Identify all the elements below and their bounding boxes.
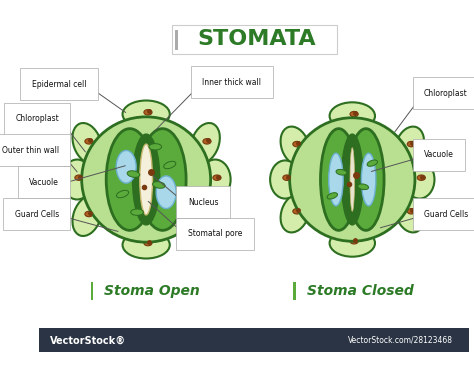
- Ellipse shape: [144, 110, 152, 115]
- Text: Epidermal cell: Epidermal cell: [32, 80, 86, 89]
- Ellipse shape: [328, 153, 343, 206]
- Ellipse shape: [358, 184, 369, 190]
- Ellipse shape: [329, 102, 375, 130]
- Text: Vacuole: Vacuole: [424, 151, 454, 159]
- Ellipse shape: [144, 240, 152, 246]
- Ellipse shape: [361, 153, 376, 206]
- Ellipse shape: [117, 190, 128, 198]
- Ellipse shape: [153, 182, 165, 188]
- Ellipse shape: [73, 123, 102, 163]
- Text: Nucleus: Nucleus: [188, 198, 219, 207]
- Bar: [175, 30, 178, 50]
- Ellipse shape: [367, 160, 377, 166]
- Ellipse shape: [407, 141, 415, 147]
- Ellipse shape: [82, 117, 210, 242]
- Ellipse shape: [270, 161, 300, 199]
- Ellipse shape: [203, 139, 211, 144]
- Ellipse shape: [85, 139, 93, 144]
- FancyBboxPatch shape: [172, 25, 337, 54]
- Ellipse shape: [395, 194, 424, 232]
- Ellipse shape: [203, 211, 211, 217]
- Ellipse shape: [123, 231, 170, 259]
- Ellipse shape: [290, 118, 415, 241]
- Text: Stoma Open: Stoma Open: [104, 284, 200, 298]
- Ellipse shape: [62, 159, 92, 200]
- Text: Stomatal pore: Stomatal pore: [188, 230, 242, 238]
- Text: VectorStock.com/28123468: VectorStock.com/28123468: [348, 336, 453, 345]
- Ellipse shape: [116, 151, 136, 183]
- Ellipse shape: [293, 141, 301, 147]
- Text: Chloroplast: Chloroplast: [15, 114, 59, 123]
- Ellipse shape: [191, 123, 220, 163]
- Ellipse shape: [395, 127, 424, 165]
- Ellipse shape: [139, 129, 186, 230]
- Bar: [293, 282, 296, 300]
- Ellipse shape: [164, 161, 176, 169]
- Ellipse shape: [149, 144, 162, 150]
- Ellipse shape: [131, 209, 144, 215]
- Ellipse shape: [213, 175, 221, 180]
- Ellipse shape: [350, 111, 358, 117]
- Ellipse shape: [200, 159, 231, 200]
- Text: VectorStock®: VectorStock®: [50, 335, 126, 345]
- Ellipse shape: [327, 193, 337, 199]
- Ellipse shape: [281, 194, 310, 232]
- Ellipse shape: [348, 129, 384, 230]
- Ellipse shape: [341, 134, 363, 225]
- Text: Guard Cells: Guard Cells: [15, 210, 59, 218]
- Text: Stoma Closed: Stoma Closed: [307, 284, 414, 298]
- Ellipse shape: [85, 211, 93, 217]
- Ellipse shape: [140, 144, 153, 215]
- Ellipse shape: [293, 208, 301, 214]
- Ellipse shape: [404, 161, 435, 199]
- Ellipse shape: [350, 238, 358, 244]
- Ellipse shape: [407, 208, 415, 214]
- Text: Chloroplast: Chloroplast: [424, 89, 468, 98]
- Ellipse shape: [75, 175, 83, 180]
- Ellipse shape: [133, 134, 160, 225]
- Ellipse shape: [106, 129, 154, 230]
- Bar: [91, 282, 93, 300]
- Ellipse shape: [320, 129, 357, 230]
- Text: Inner thick wall: Inner thick wall: [202, 78, 262, 87]
- Ellipse shape: [73, 196, 102, 236]
- Text: STOMATA: STOMATA: [198, 29, 316, 49]
- Ellipse shape: [336, 169, 347, 175]
- Bar: [39, 328, 469, 352]
- Ellipse shape: [329, 230, 375, 257]
- Ellipse shape: [123, 100, 170, 128]
- Text: Outer thin wall: Outer thin wall: [2, 146, 59, 155]
- Ellipse shape: [156, 176, 176, 208]
- Ellipse shape: [350, 148, 355, 211]
- Ellipse shape: [281, 127, 310, 165]
- Text: Guard Cells: Guard Cells: [424, 210, 468, 218]
- Ellipse shape: [283, 175, 291, 180]
- Ellipse shape: [127, 171, 140, 177]
- Ellipse shape: [191, 196, 220, 236]
- Text: Vacuole: Vacuole: [29, 178, 59, 187]
- Ellipse shape: [417, 175, 425, 180]
